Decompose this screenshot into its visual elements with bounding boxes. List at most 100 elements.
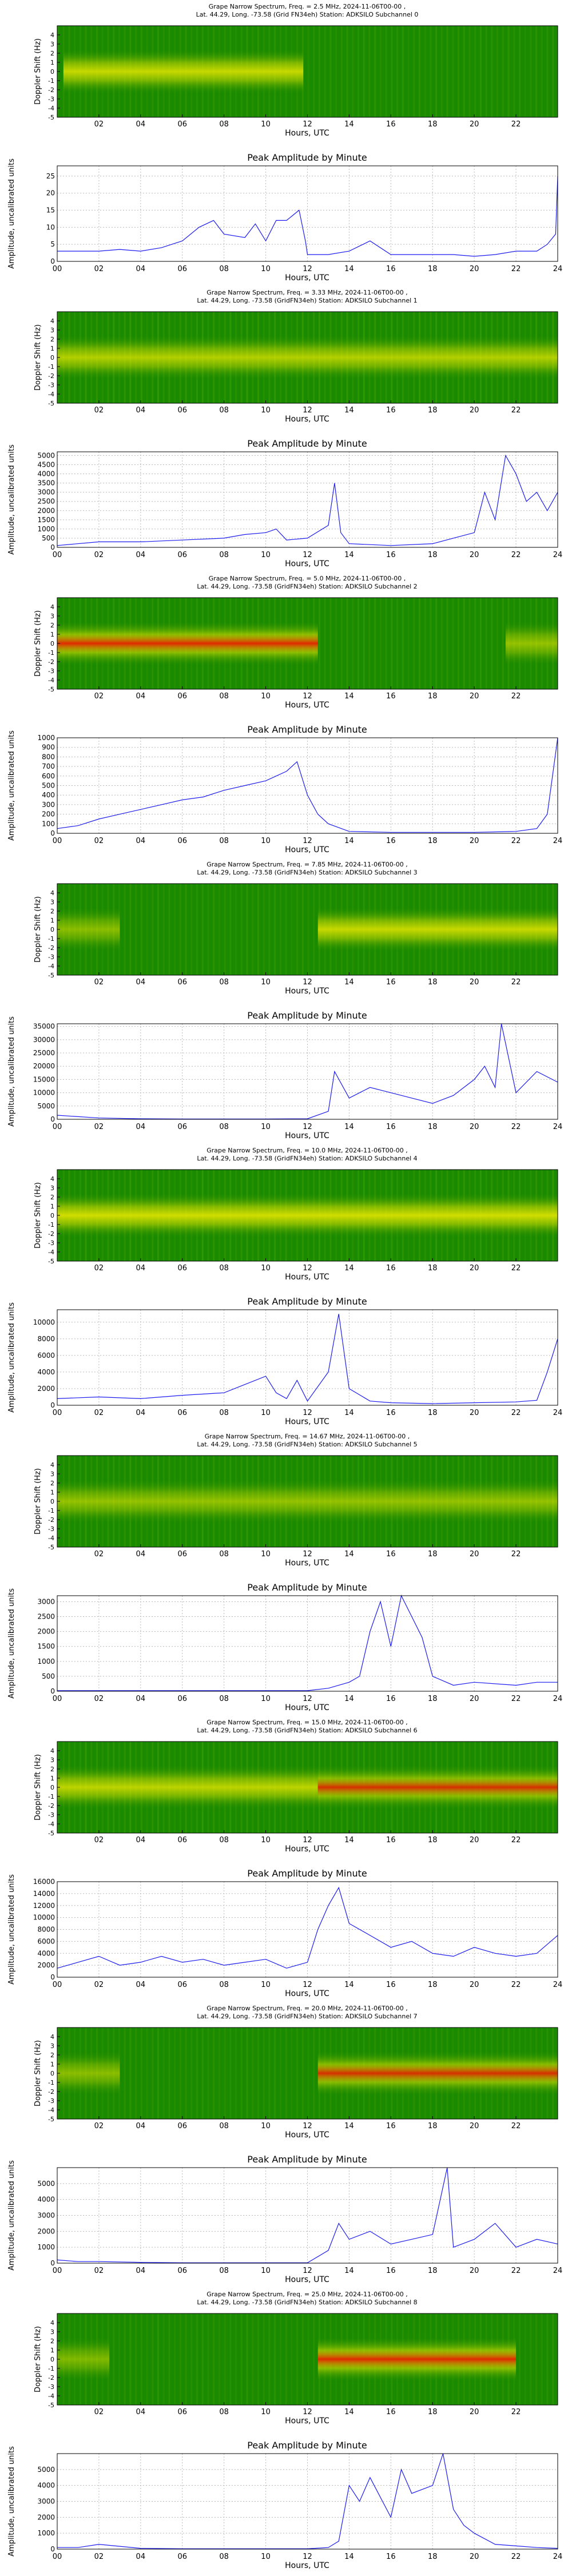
doppler-band (57, 335, 558, 380)
plot-frame (57, 1023, 558, 1120)
noise-streak (424, 26, 426, 117)
x-tick-label: 06 (177, 1264, 187, 1273)
noise-streak (268, 2028, 271, 2119)
noise-streak (229, 884, 232, 975)
noise-streak (279, 2028, 281, 2119)
y-tick-label: 4000 (37, 1949, 55, 1957)
y-tick-label: 5000 (37, 2180, 55, 2188)
y-tick-label: 1000 (37, 1657, 55, 1665)
x-tick-label: 22 (511, 1409, 521, 1417)
noise-streak (268, 2313, 271, 2405)
x-tick-label: 20 (470, 551, 479, 559)
x-tick-label: 20 (470, 1123, 479, 1131)
x-tick-label: 02 (94, 1836, 104, 1844)
x-tick-label: 24 (553, 837, 563, 845)
noise-streak (152, 884, 154, 975)
x-axis-label: Hours, UTC (285, 2130, 329, 2140)
y-tick-label: 5 (50, 240, 55, 248)
spectrogram-panel-0: Grape Narrow Spectrum, Freq. = 2.5 MHz, … (34, 3, 558, 138)
doppler-band (317, 1764, 558, 1810)
x-axis-label: Hours, UTC (285, 1844, 329, 1854)
chart-title: Grape Narrow Spectrum, Freq. = 3.33 MHz,… (206, 289, 408, 296)
chart-title: Grape Narrow Spectrum, Freq. = 14.67 MHz… (205, 1433, 410, 1440)
y-tick-label: 0 (50, 354, 54, 361)
noise-streak (524, 26, 526, 117)
x-tick-label: 06 (177, 1123, 187, 1131)
x-tick-label: 16 (386, 120, 396, 129)
noise-streak (368, 26, 371, 117)
y-tick-label: 1 (50, 2347, 54, 2354)
y-tick-label: -4 (48, 963, 54, 970)
y-tick-label: 2 (50, 2338, 54, 2345)
noise-streak (458, 598, 459, 689)
chart-title: Peak Amplitude by Minute (247, 1868, 367, 1879)
chart-title: Peak Amplitude by Minute (247, 1582, 367, 1593)
noise-streak (285, 2313, 287, 2405)
x-tick-label: 00 (53, 551, 62, 559)
noise-streak (552, 2313, 554, 2405)
y-tick-label: 0 (50, 1212, 54, 1219)
x-tick-label: 20 (470, 2122, 479, 2130)
x-tick-label: 02 (94, 1695, 104, 1703)
y-tick-label: -3 (48, 1811, 54, 1819)
y-tick-label: 3 (50, 1184, 54, 1192)
y-tick-label: 0 (50, 2356, 54, 2363)
noise-streak (374, 598, 376, 689)
x-tick-label: 08 (219, 978, 229, 987)
y-tick-label: -2 (48, 372, 54, 380)
x-tick-label: 24 (553, 1695, 563, 1703)
y-tick-label: 1000 (37, 525, 55, 533)
doppler-band (505, 621, 558, 666)
plot-frame (57, 451, 558, 548)
x-tick-label: 16 (386, 2267, 396, 2275)
noise-streak (291, 2028, 293, 2119)
noise-streak (301, 2028, 304, 2119)
y-tick-label: 0 (50, 68, 54, 75)
x-tick-label: 18 (428, 406, 438, 415)
noise-streak (418, 598, 420, 689)
y-tick-label: -5 (48, 686, 54, 693)
y-tick-label: 2 (50, 50, 54, 57)
y-tick-label: -3 (48, 2383, 54, 2391)
amplitude-series-0 (57, 1595, 558, 1691)
x-tick-label: 24 (553, 551, 563, 559)
x-tick-label: 18 (428, 1264, 438, 1273)
x-tick-label: 02 (94, 2553, 104, 2561)
x-tick-label: 22 (511, 2408, 521, 2416)
y-tick-label: 2000 (37, 2227, 55, 2235)
noise-streak (174, 2028, 176, 2119)
noise-streak (502, 26, 504, 117)
noise-streak (218, 2313, 220, 2405)
x-axis-label: Hours, UTC (285, 1131, 329, 1140)
y-tick-label: 3 (50, 899, 54, 906)
x-tick-label: 18 (428, 1123, 438, 1131)
y-axis-label: Amplitude, uncalibrated units (7, 444, 16, 555)
x-tick-label: 12 (303, 2408, 312, 2416)
x-tick-label: 10 (261, 1123, 271, 1131)
x-axis-label: Hours, UTC (285, 1559, 329, 1568)
y-tick-label: -2 (48, 944, 54, 952)
noise-streak (329, 26, 332, 117)
y-tick-label: 900 (42, 744, 55, 752)
x-tick-label: 06 (177, 2408, 187, 2416)
noise-streak (162, 2028, 165, 2119)
noise-streak (179, 2313, 181, 2405)
x-tick-label: 14 (344, 2553, 354, 2561)
noise-streak (346, 598, 348, 689)
noise-streak (129, 884, 132, 975)
x-tick-label: 06 (177, 692, 187, 701)
x-tick-label: 00 (53, 2553, 62, 2561)
y-tick-label: -3 (48, 381, 54, 389)
y-tick-label: 0 (50, 543, 55, 551)
chart-title: Peak Amplitude by Minute (247, 2440, 367, 2451)
noise-streak (257, 2028, 259, 2119)
x-tick-label: 22 (511, 2553, 521, 2561)
amplitude-panel-3: Peak Amplitude by Minute 00 02 04 06 08 10 12 14… (7, 1010, 562, 1140)
x-axis-label: Hours, UTC (285, 273, 329, 283)
x-tick-label: 22 (511, 2267, 521, 2275)
chart-title: Grape Narrow Spectrum, Freq. = 15.0 MHz,… (206, 1719, 408, 1726)
plot-frame (57, 1309, 558, 1406)
noise-streak (157, 884, 159, 975)
y-axis-label: Amplitude, uncalibrated units (7, 1874, 16, 1985)
